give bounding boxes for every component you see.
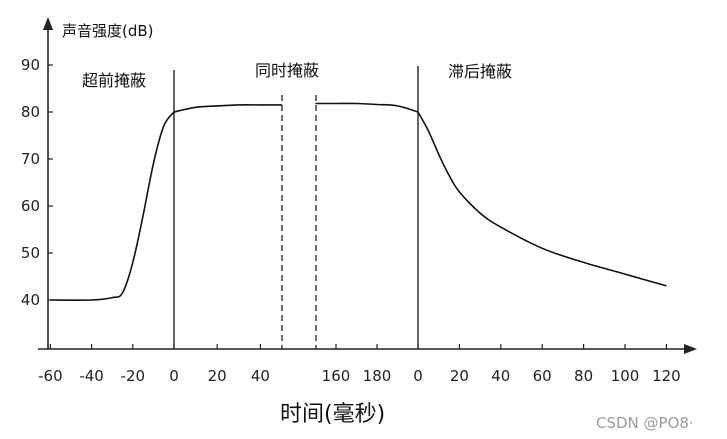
x-tick-label: -20 (121, 367, 146, 385)
x-tick-label: 180 (363, 367, 392, 385)
x-tick-label: 0 (413, 367, 423, 385)
x-axis-label: 时间(毫秒) (280, 402, 385, 427)
curve-simultaneous-masking-end (315, 102, 419, 113)
x-tick-label: 60 (533, 367, 552, 385)
x-tick-label: 0 (169, 367, 179, 385)
y-tick-label: 80 (21, 103, 40, 121)
y-tick-label: 50 (21, 244, 40, 262)
x-ticks: -60 -40 -20 0 20 40 160 180 0 20 40 60 80 100 120 (38, 344, 681, 385)
curve-post-masking (417, 111, 667, 287)
y-tick-label: 70 (21, 150, 40, 168)
x-tick-label: 40 (251, 367, 270, 385)
x-axis-arrow-icon (684, 344, 697, 354)
y-axis-arrow-icon (43, 17, 53, 30)
masking-curves (50, 102, 667, 301)
y-tick-label: 60 (21, 197, 40, 215)
region-label-pre-masking: 超前掩蔽 (82, 71, 146, 90)
x-tick-label: -60 (38, 367, 63, 385)
region-label-simultaneous-masking: 同时掩蔽 (255, 61, 319, 80)
y-axis-label: 声音强度(dB) (62, 22, 154, 40)
y-ticks: 40 50 60 70 80 90 (21, 56, 53, 309)
curve-pre-masking (50, 111, 175, 301)
x-tick-label: 160 (322, 367, 351, 385)
x-tick-label: 20 (208, 367, 227, 385)
x-tick-label: -40 (79, 367, 104, 385)
watermark: CSDN @PO8· (596, 414, 694, 432)
y-tick-label: 40 (21, 291, 40, 309)
curve-simultaneous-masking-start (173, 104, 282, 113)
y-tick-label: 90 (21, 56, 40, 74)
x-tick-label: 80 (574, 367, 593, 385)
x-tick-label: 120 (652, 367, 681, 385)
x-tick-label: 40 (491, 367, 510, 385)
x-tick-label: 100 (611, 367, 640, 385)
x-tick-label: 20 (450, 367, 469, 385)
region-label-post-masking: 滞后掩蔽 (448, 62, 512, 81)
